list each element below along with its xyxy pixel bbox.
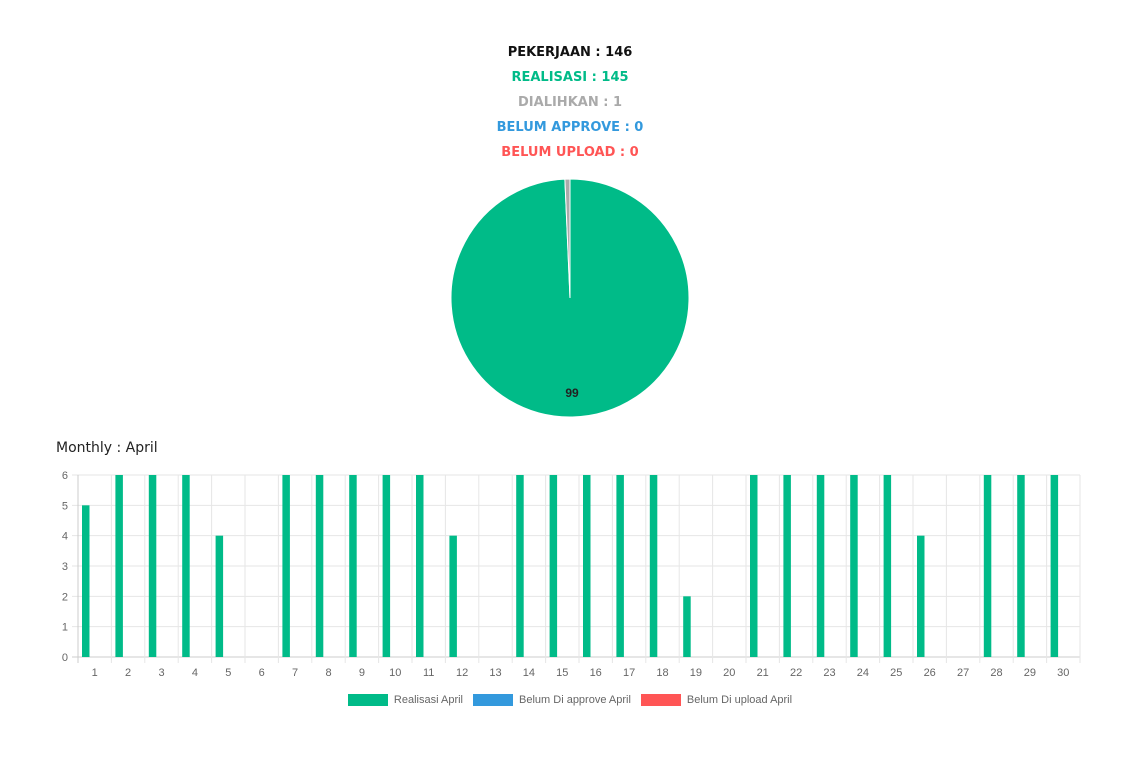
x-tick-label: 4: [192, 667, 198, 679]
x-tick-label: 25: [890, 667, 902, 679]
x-tick-label: 16: [590, 667, 602, 679]
bar-realisasi-day-3[interactable]: [148, 475, 157, 657]
y-tick-label: 3: [62, 561, 68, 573]
legend-label: Belum Di upload April: [686, 694, 793, 706]
bar-realisasi-day-25[interactable]: [883, 475, 892, 657]
x-tick-label: 22: [790, 667, 802, 679]
legend-label: Belum Di approve April: [519, 694, 631, 706]
x-tick-label: 30: [1057, 667, 1069, 679]
bar-realisasi-day-4[interactable]: [182, 475, 190, 657]
x-tick-label: 3: [158, 667, 164, 679]
x-tick-label: 26: [924, 667, 936, 679]
x-tick-label: 6: [259, 667, 265, 679]
legend-swatch: [640, 694, 681, 706]
bar-realisasi-day-18[interactable]: [649, 475, 658, 657]
bar-realisasi-day-2[interactable]: [115, 475, 123, 657]
y-tick-label: 1: [62, 622, 68, 634]
x-tick-label: 27: [957, 667, 969, 679]
bar-realisasi-day-19[interactable]: [683, 596, 691, 657]
y-tick-label: 4: [62, 531, 68, 543]
x-tick-label: 7: [292, 667, 298, 679]
x-tick-label: 23: [823, 667, 835, 679]
bar-realisasi-day-28[interactable]: [983, 475, 992, 657]
bar-realisasi-day-17[interactable]: [616, 475, 624, 657]
x-tick-label: 24: [857, 667, 869, 679]
x-tick-label: 19: [690, 667, 702, 679]
legend-item[interactable]: Belum Di upload April: [640, 694, 793, 706]
pekerjaan-total: PEKERJAAN : 146: [507, 45, 633, 60]
bar-realisasi-day-10[interactable]: [382, 475, 391, 657]
bar-realisasi-day-30[interactable]: [1050, 475, 1059, 657]
x-tick-label: 28: [990, 667, 1002, 679]
bar-realisasi-day-9[interactable]: [349, 475, 357, 657]
bar-realisasi-day-24[interactable]: [850, 475, 858, 657]
bar-realisasi-day-23[interactable]: [816, 475, 825, 657]
x-tick-label: 10: [389, 667, 401, 679]
x-tick-label: 18: [656, 667, 668, 679]
x-tick-label: 29: [1024, 667, 1036, 679]
x-tick-label: 12: [456, 667, 468, 679]
bar-realisasi-day-5[interactable]: [215, 535, 224, 657]
x-tick-label: 11: [423, 667, 434, 679]
pie-data-label: 99: [565, 386, 579, 400]
x-tick-label: 5: [225, 667, 231, 679]
bar-realisasi-day-22[interactable]: [783, 475, 791, 657]
bar-realisasi-day-8[interactable]: [315, 475, 324, 657]
y-tick-label: 6: [62, 470, 68, 482]
chart-legend: Realisasi April Belum Di approve April Bel…: [0, 694, 1140, 706]
y-tick-label: 0: [62, 652, 68, 664]
x-tick-label: 21: [757, 667, 769, 679]
y-tick-label: 5: [62, 500, 68, 512]
belum-approve-total: BELUM APPROVE : 0: [496, 120, 644, 135]
legend-item[interactable]: Belum Di approve April: [473, 694, 631, 706]
bar-realisasi-day-16[interactable]: [583, 475, 591, 657]
x-tick-label: 17: [623, 667, 635, 679]
pie-chart: 99: [450, 178, 690, 418]
legend-swatch: [473, 694, 514, 706]
x-tick-label: 9: [359, 667, 365, 679]
bar-realisasi-day-14[interactable]: [516, 475, 524, 657]
legend-item[interactable]: Realisasi April: [347, 694, 464, 706]
bar-realisasi-day-21[interactable]: [750, 475, 758, 657]
legend-swatch: [347, 694, 388, 706]
x-tick-label: 15: [556, 667, 568, 679]
bar-realisasi-day-12[interactable]: [449, 535, 457, 657]
bar-realisasi-day-11[interactable]: [416, 475, 424, 657]
pie-slice-dialihkan[interactable]: [564, 178, 571, 299]
belum-upload-total: BELUM UPLOAD : 0: [501, 145, 639, 160]
x-tick-label: 14: [523, 667, 535, 679]
y-tick-label: 2: [62, 591, 68, 603]
realisasi-total: REALISASI : 145: [511, 70, 629, 85]
monthly-title: Monthly : April: [56, 440, 158, 456]
summary-panel: PEKERJAAN : 146 REALISASI : 145 DIALIHKA…: [0, 40, 1140, 165]
legend-label: Realisasi April: [393, 694, 464, 706]
bar-realisasi-day-29[interactable]: [1017, 475, 1025, 657]
x-tick-label: 1: [92, 667, 98, 679]
x-tick-label: 13: [489, 667, 501, 679]
bar-realisasi-day-1[interactable]: [82, 505, 90, 657]
bar-realisasi-day-15[interactable]: [549, 475, 558, 657]
x-tick-label: 2: [125, 667, 131, 679]
x-tick-label: 8: [325, 667, 331, 679]
bar-realisasi-day-7[interactable]: [282, 475, 290, 657]
dialihkan-total: DIALIHKAN : 1: [518, 95, 622, 110]
bar-realisasi-day-26[interactable]: [917, 535, 925, 657]
x-tick-label: 20: [723, 667, 735, 679]
